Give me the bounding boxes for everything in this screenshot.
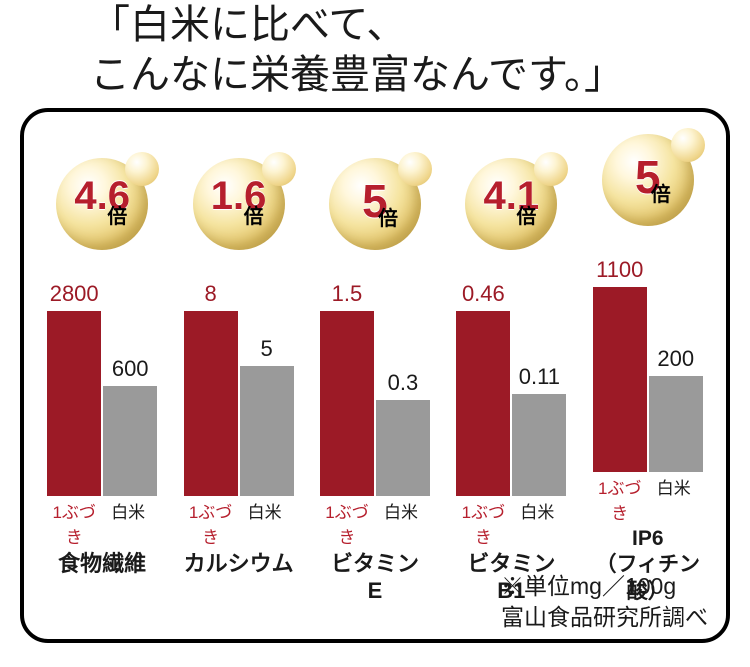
multiplier-box: 5 xyxy=(593,150,703,204)
bar-pair: 2800 600 xyxy=(47,266,157,496)
bar-red-col: 2800 xyxy=(47,281,101,496)
footnote: ※単位mg／100g 富山食品研究所調べ xyxy=(501,571,708,633)
footnote-line2: 富山食品研究所調べ xyxy=(501,602,708,633)
grey-bar xyxy=(240,366,294,496)
bar-grey-col: 600 xyxy=(103,356,157,496)
red-bar xyxy=(593,287,647,472)
category-label: カルシウム xyxy=(184,550,294,605)
grey-label: 白米 xyxy=(510,498,564,548)
grey-label: 白米 xyxy=(647,474,701,524)
charts-row: 4.6倍28006001ぶづき白米食物繊維 1.6倍851ぶづき白米カルシウム … xyxy=(34,130,716,605)
grey-bar xyxy=(103,386,157,496)
multiplier-box: 4.6 xyxy=(47,174,157,219)
footnote-line1: ※単位mg／100g xyxy=(501,571,708,602)
category-line1: 食物繊維 xyxy=(58,550,146,578)
red-value: 1.5 xyxy=(332,281,363,307)
bar-pair: 0.46 0.11 xyxy=(456,266,566,496)
bar-labels: 1ぶづき白米 xyxy=(320,498,430,548)
category-line1: IP6 xyxy=(582,526,714,552)
red-label: 1ぶづき xyxy=(593,474,647,524)
bar-pair: 1.5 0.3 xyxy=(320,266,430,496)
grey-bar xyxy=(649,376,703,472)
chart-group-4: 5倍11002001ぶづき白米IP6（フィチン酸） xyxy=(582,130,714,605)
red-value: 1100 xyxy=(596,257,643,283)
red-bar xyxy=(47,311,101,496)
category-label: 食物繊維 xyxy=(58,550,146,605)
red-value: 0.46 xyxy=(462,281,505,307)
bar-red-col: 8 xyxy=(184,281,238,496)
category-line1: ビタミン xyxy=(331,550,419,578)
grey-label: 白米 xyxy=(374,498,428,548)
multiplier-bubble: 5倍 xyxy=(593,130,703,230)
chart-group-0: 4.6倍 2800 600 1ぶづき白米食物繊維 xyxy=(36,154,168,605)
bar-red-col: 0.46 xyxy=(456,281,510,496)
bar-red-col: 1100 xyxy=(593,257,647,472)
multiplier-unit: 倍 xyxy=(516,200,536,229)
multiplier-bubble: 4.6倍 xyxy=(47,154,157,254)
category-label: ビタミンE xyxy=(331,550,419,605)
grey-value: 200 xyxy=(657,346,694,372)
bar-labels: 1ぶづき白米 xyxy=(47,498,157,548)
bar-grey-col: 0.11 xyxy=(512,364,566,496)
grey-bar xyxy=(512,394,566,496)
multiplier-unit: 倍 xyxy=(378,202,398,231)
red-label: 1ぶづき xyxy=(184,498,238,548)
red-value: 2800 xyxy=(50,281,99,307)
bar-pair: 85 xyxy=(184,266,294,496)
red-bar xyxy=(456,311,510,496)
headline-line1: 「白米に比べて、 xyxy=(90,0,750,50)
grey-label: 白米 xyxy=(101,498,155,548)
multiplier-bubble: 1.6倍 xyxy=(184,154,294,254)
grey-value: 600 xyxy=(112,356,149,382)
red-label: 1ぶづき xyxy=(47,498,101,548)
category-line2-empty xyxy=(184,577,294,605)
bar-pair: 1100 200 xyxy=(593,242,703,472)
red-label: 1ぶづき xyxy=(456,498,510,548)
headline: 「白米に比べて、 こんなに栄養豊富なんです。」 xyxy=(0,0,750,100)
grey-bar xyxy=(376,400,430,496)
red-value: 8 xyxy=(204,281,216,307)
multiplier-box: 1.6 xyxy=(184,174,294,219)
grey-label: 白米 xyxy=(238,498,292,548)
bar-grey-col: 200 xyxy=(649,346,703,472)
chart-group-2: 5倍 1.5 0.3 1ぶづき白米ビタミンE xyxy=(309,154,441,605)
multiplier-bubble: 4.1倍 xyxy=(456,154,566,254)
red-label: 1ぶづき xyxy=(320,498,374,548)
red-bar xyxy=(320,311,374,496)
multiplier-box: 5 xyxy=(320,174,430,228)
bar-labels: 1ぶづき白米 xyxy=(184,498,294,548)
multiplier-unit: 倍 xyxy=(244,200,264,229)
bar-labels: 1ぶづき白米 xyxy=(456,498,566,548)
red-bar xyxy=(184,311,238,496)
category-line2: E xyxy=(331,577,419,605)
chart-frame: 4.6倍28006001ぶづき白米食物繊維 1.6倍851ぶづき白米カルシウム … xyxy=(20,108,730,643)
multiplier-bubble: 5倍 xyxy=(320,154,430,254)
bar-red-col: 1.5 xyxy=(320,281,374,496)
headline-line2: こんなに栄養豊富なんです。」 xyxy=(90,50,750,100)
multiplier-unit: 倍 xyxy=(651,178,671,207)
category-line2-empty xyxy=(58,577,146,605)
bar-grey-col: 5 xyxy=(240,336,294,496)
multiplier-box: 4.1 xyxy=(456,174,566,219)
multiplier-unit: 倍 xyxy=(107,200,127,229)
chart-group-1: 1.6倍851ぶづき白米カルシウム xyxy=(173,154,305,605)
grey-value: 0.11 xyxy=(519,364,560,390)
bar-labels: 1ぶづき白米 xyxy=(593,474,703,524)
grey-value: 5 xyxy=(260,336,272,362)
grey-value: 0.3 xyxy=(388,370,419,396)
category-line1: カルシウム xyxy=(184,550,294,578)
chart-group-3: 4.1倍0.460.111ぶづき白米ビタミンB1 xyxy=(445,154,577,605)
bar-grey-col: 0.3 xyxy=(376,370,430,496)
